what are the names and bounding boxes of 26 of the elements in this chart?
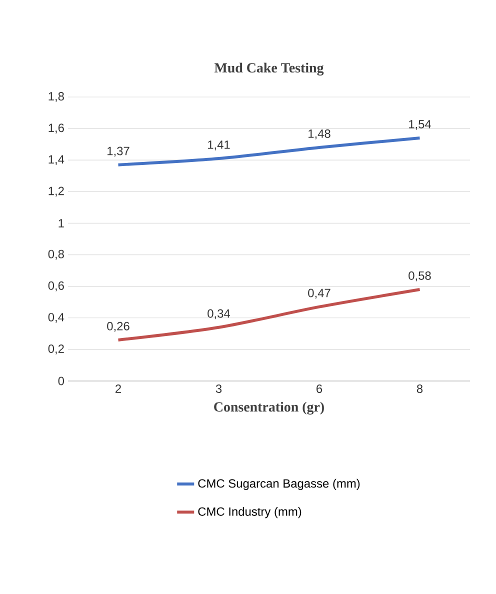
y-tick-label: 0,6: [48, 281, 64, 292]
y-tick-label: 0,8: [48, 250, 64, 260]
legend-label: CMC Sugarcan Bagasse (mm): [198, 478, 360, 490]
data-label: 0,58: [408, 271, 431, 282]
data-label: 0,26: [107, 322, 130, 332]
y-tick-label: 1: [58, 219, 64, 228]
data-label: 0,47: [308, 288, 330, 299]
data-label: 1,41: [208, 140, 230, 150]
x-tick-label: 3: [216, 384, 222, 393]
y-tick-label: 1,8: [48, 92, 64, 102]
y-tick-label: 0,4: [48, 312, 64, 323]
data-label: 1,48: [308, 129, 330, 140]
y-tick-label: 0: [58, 376, 64, 386]
y-tick-label: 1,4: [48, 155, 64, 165]
data-label: 1,54: [409, 120, 432, 130]
x-axis-title: Consentration (gr): [214, 402, 324, 415]
data-label: 0,34: [208, 309, 230, 320]
x-tick-label: 8: [416, 384, 423, 393]
legend-label: CMC Industry (mm): [198, 507, 302, 518]
chart-title: Mud Cake Testing: [214, 62, 324, 76]
data-label: 1,37: [108, 146, 130, 157]
x-tick-label: 6: [316, 384, 322, 393]
y-tick-label: 1,2: [48, 186, 64, 197]
y-tick-label: 1,6: [48, 124, 64, 134]
y-tick-label: 0,2: [48, 344, 64, 354]
x-tick-label: 2: [116, 384, 121, 393]
